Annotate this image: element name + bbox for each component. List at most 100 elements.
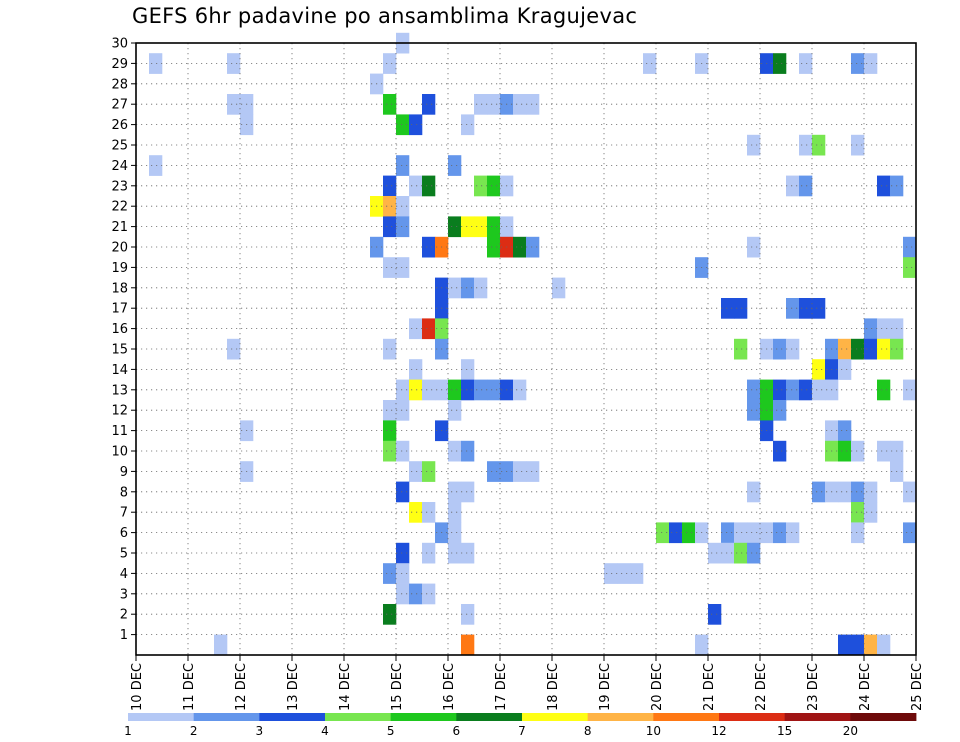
y-tick-label: 30 xyxy=(111,37,128,52)
precip-cell xyxy=(734,522,748,544)
precip-cell xyxy=(474,94,488,115)
colorbar-segment xyxy=(325,713,392,721)
precip-cell xyxy=(396,440,410,462)
y-tick-label: 26 xyxy=(111,118,128,133)
x-tick-label: 20 DEC xyxy=(650,663,665,711)
precip-cell xyxy=(461,216,475,238)
colorbar-label: 1 xyxy=(124,724,132,738)
precip-cell xyxy=(773,379,787,401)
y-tick-label: 9 xyxy=(120,465,128,480)
precip-cell xyxy=(396,481,410,503)
precip-cell xyxy=(747,236,761,258)
y-tick-label: 7 xyxy=(120,506,128,521)
y-tick-label: 23 xyxy=(111,179,128,194)
precip-cell xyxy=(396,216,410,238)
precip-cell xyxy=(409,114,423,136)
precip-cell xyxy=(383,94,397,115)
precip-cell xyxy=(851,634,865,656)
colorbar-label: 10 xyxy=(646,724,661,738)
precip-cell xyxy=(461,604,475,625)
precip-cell xyxy=(786,338,800,360)
precip-cell xyxy=(383,338,397,360)
precip-cell xyxy=(396,542,410,564)
precip-cell xyxy=(526,94,540,115)
precip-cell xyxy=(838,481,852,503)
precip-cell xyxy=(721,298,735,319)
precip-cell xyxy=(214,634,228,656)
precip-cell xyxy=(643,53,657,74)
precip-cell xyxy=(383,53,397,74)
colorbar-segment xyxy=(522,713,589,721)
precip-cell xyxy=(838,359,852,380)
precip-cell xyxy=(747,522,761,544)
colorbar-segment xyxy=(653,713,720,721)
x-tick-label: 11 DEC xyxy=(182,663,197,711)
precip-cell xyxy=(409,461,423,482)
x-tick-label: 23 DEC xyxy=(806,663,821,711)
precip-cell xyxy=(864,53,878,74)
precip-cell xyxy=(461,481,475,503)
precip-cell xyxy=(409,175,423,197)
y-tick-label: 5 xyxy=(120,547,128,562)
precip-cell xyxy=(838,420,852,442)
y-tick-label: 6 xyxy=(120,526,128,541)
y-tick-label: 3 xyxy=(120,587,128,602)
precip-cell xyxy=(422,379,436,401)
precip-cell xyxy=(851,440,865,462)
precip-cell xyxy=(838,634,852,656)
precip-cell xyxy=(461,634,475,656)
precip-cell xyxy=(851,338,865,360)
x-tick-label: 18 DEC xyxy=(546,663,561,711)
y-tick-label: 1 xyxy=(120,628,128,643)
y-tick-label: 11 xyxy=(111,424,128,439)
precip-cell xyxy=(526,461,540,482)
precip-cell xyxy=(396,257,410,278)
precip-cell xyxy=(773,53,787,74)
precip-cell xyxy=(383,216,397,238)
precip-cell xyxy=(461,440,475,462)
precip-cell xyxy=(812,481,826,503)
x-tick-label: 15 DEC xyxy=(390,663,405,711)
precip-cell xyxy=(734,338,748,360)
precip-cell xyxy=(487,175,501,197)
precip-cell xyxy=(422,318,436,340)
colorbar-label: 3 xyxy=(256,724,264,738)
precip-cell xyxy=(396,114,410,136)
colorbar-segment xyxy=(390,713,457,721)
precip-cell xyxy=(799,134,813,156)
precip-cell xyxy=(448,379,462,401)
y-tick-label: 18 xyxy=(111,281,128,296)
y-tick-label: 28 xyxy=(111,77,128,92)
precip-cell xyxy=(149,155,163,176)
precip-cell xyxy=(526,236,540,258)
y-tick-label: 4 xyxy=(120,567,128,582)
precip-cell xyxy=(422,175,436,197)
colorbar-segment xyxy=(784,713,851,721)
precip-cell xyxy=(747,400,761,421)
colorbar-segment xyxy=(259,713,326,721)
colorbar-label: 8 xyxy=(584,724,592,738)
x-tick-label: 14 DEC xyxy=(338,663,353,711)
colorbar-label: 12 xyxy=(711,724,726,738)
colorbar: 1 2 3 4 5 6 7 8 10 12 15 20 xyxy=(124,713,917,738)
precip-cell xyxy=(383,257,397,278)
colorbar-segment xyxy=(719,713,786,721)
precip-cell xyxy=(903,257,917,278)
precip-cell xyxy=(461,379,475,401)
x-tick-label: 16 DEC xyxy=(442,663,457,711)
precip-cell xyxy=(409,583,423,605)
precip-cell xyxy=(461,277,475,299)
y-tick-label: 27 xyxy=(111,98,128,113)
precip-cell xyxy=(448,400,462,421)
precip-cell xyxy=(656,522,670,544)
precip-cell xyxy=(864,481,878,503)
precip-cell xyxy=(877,338,891,360)
precip-cell xyxy=(448,277,462,299)
y-tick-label: 8 xyxy=(120,485,128,500)
precip-cell xyxy=(903,236,917,258)
precip-cell xyxy=(877,634,891,656)
precip-cell xyxy=(422,236,436,258)
precip-cell xyxy=(773,400,787,421)
colorbar-label: 5 xyxy=(387,724,395,738)
